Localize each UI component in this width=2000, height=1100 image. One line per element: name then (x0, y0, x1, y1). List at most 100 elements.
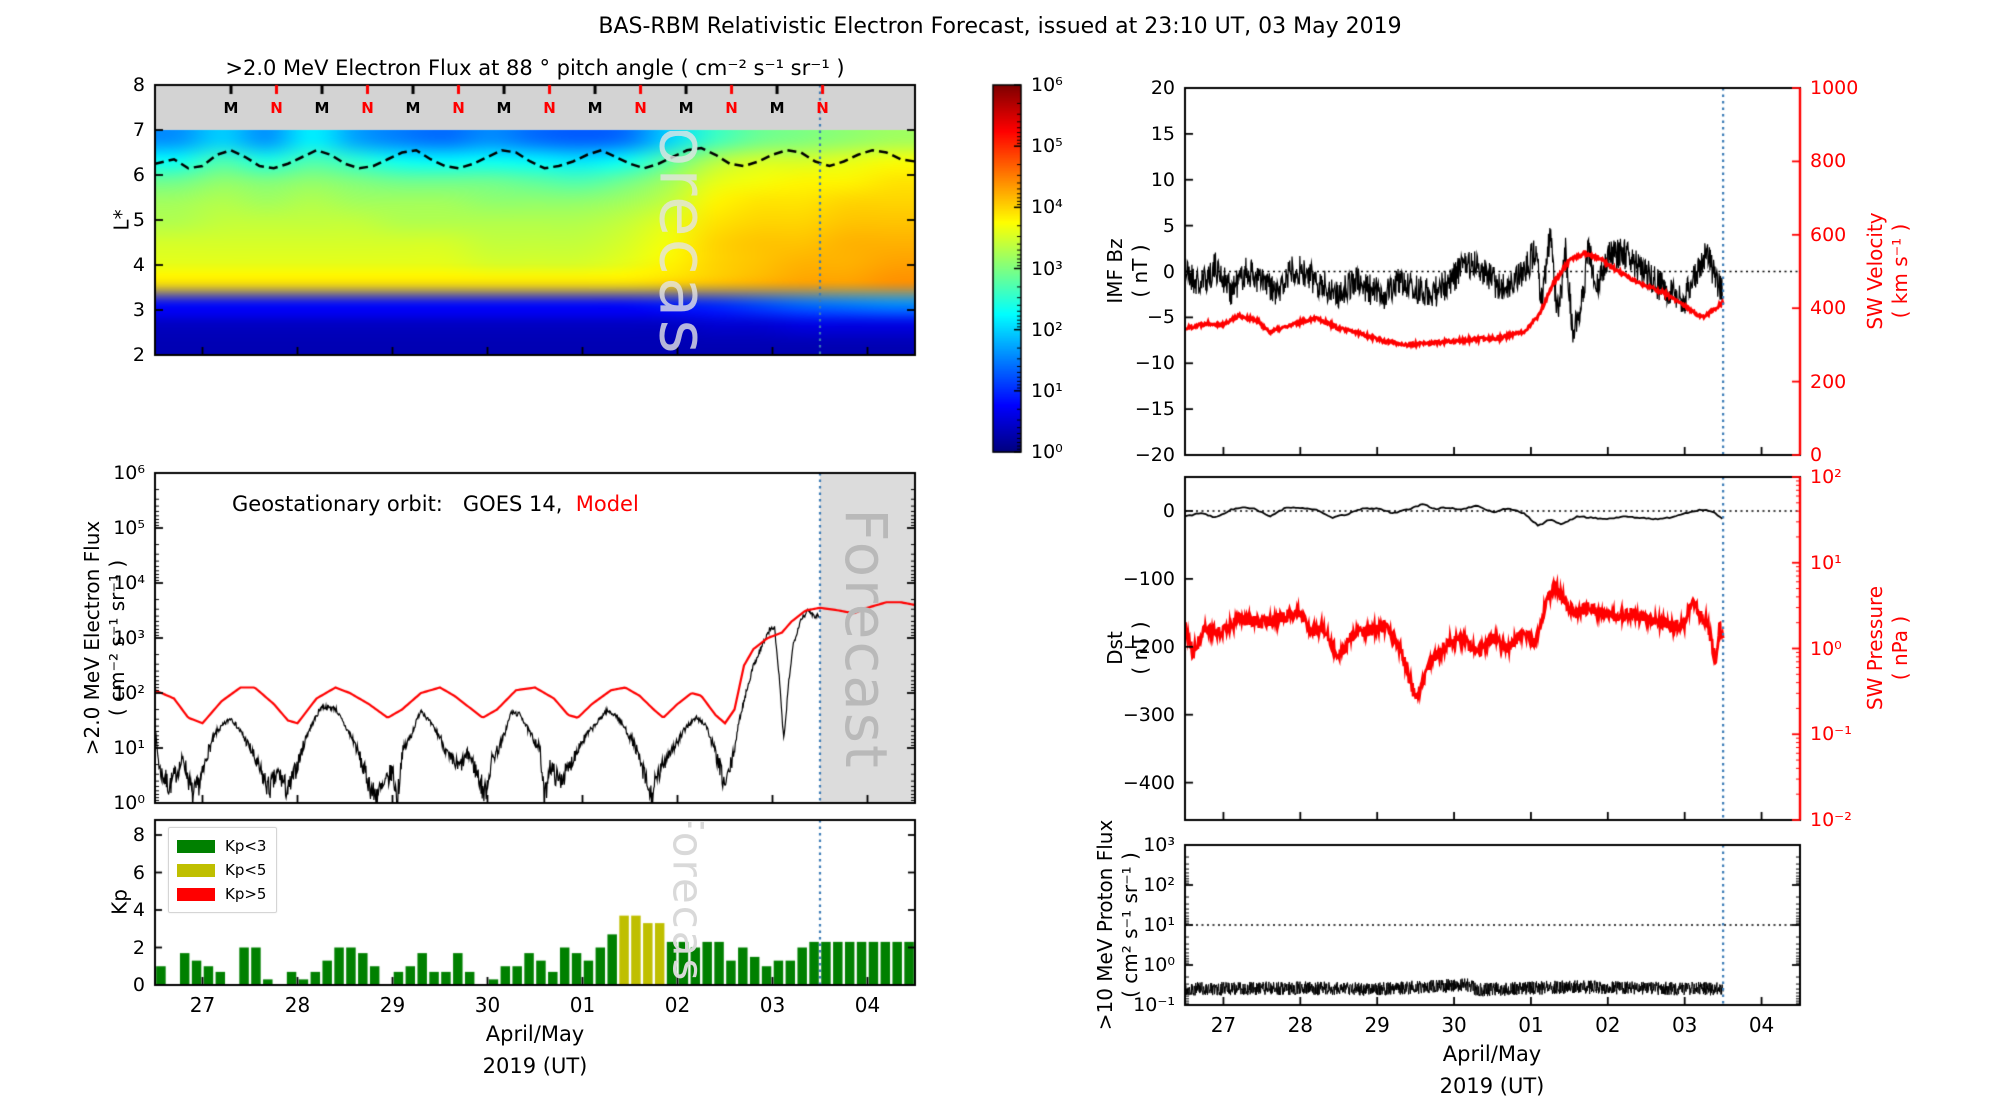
kp-legend: Kp<3 Kp<5 Kp>5 (168, 827, 278, 913)
left-day-tick-label: 28 (284, 993, 311, 1017)
colorbar-tick-label: 10⁵ (1031, 135, 1063, 158)
right-y-tick-label: 10⁻² (1810, 809, 1852, 831)
imf-bz-y-axis-label: IMF Bz( nT ) (1103, 238, 1152, 304)
mn-marker-label: N (361, 99, 374, 117)
left-y-tick-label: −300 (1122, 703, 1175, 726)
page-title: BAS-RBM Relativistic Electron Forecast, … (598, 14, 1402, 39)
left-y-tick-label: 0 (1162, 260, 1175, 283)
colorbar-tick-label: 10⁶ (1031, 74, 1063, 96)
flux-legend: Geostationary orbit: GOES 14, Model (232, 492, 639, 516)
flux-legend-prefix: Geostationary orbit: (232, 492, 443, 516)
flux-y-tick-label: 10⁰ (113, 792, 145, 814)
flux-y-tick-label: 10² (113, 682, 145, 704)
mn-marker-label: N (634, 99, 647, 117)
colorbar-tick-label: 10⁰ (1031, 441, 1063, 463)
right-day-tick-label: 27 (1210, 1013, 1237, 1037)
kp-y-tick-label: 8 (132, 824, 145, 846)
left-day-tick-label: 04 (854, 993, 881, 1017)
right-y-tick-label: 200 (1810, 370, 1847, 393)
flux-legend-model: Model (575, 492, 639, 516)
right-y-tick-label: 1000 (1810, 77, 1859, 99)
colorbar-tick-label: 10¹ (1031, 379, 1063, 402)
mn-marker-label: M (678, 99, 694, 117)
right-y-tick-label: 10² (1810, 466, 1842, 488)
mn-marker-label: N (543, 99, 556, 117)
kp-y-tick-label: 0 (132, 974, 145, 996)
left-y-tick-label: −100 (1122, 567, 1175, 590)
heatmap-y-tick-label: 6 (132, 164, 145, 186)
mn-marker-label: N (270, 99, 283, 117)
left-x-axis-label-year: 2019 (UT) (482, 1054, 588, 1078)
right-x-axis-label-year: 2019 (UT) (1439, 1074, 1545, 1098)
mn-marker-label: M (223, 99, 239, 117)
kp-y-tick-label: 2 (132, 936, 145, 959)
left-day-tick-label: 01 (569, 993, 596, 1017)
flux-y-tick-label: 10⁴ (113, 572, 145, 594)
mn-marker-label: N (452, 99, 465, 117)
left-y-tick-label: −15 (1134, 398, 1175, 421)
kp-legend-item-high: Kp>5 (177, 882, 266, 906)
left-x-axis-label-month: April/May (485, 1022, 585, 1046)
left-y-tick-label: −20 (1134, 444, 1175, 466)
flux-y-tick-label: 10¹ (113, 737, 145, 759)
sw-velocity-y-axis-label: SW Velocity( km s⁻¹ ) (1863, 212, 1912, 330)
proton-y-tick-label: 10¹ (1143, 914, 1175, 936)
right-day-tick-label: 29 (1364, 1013, 1390, 1037)
left-y-tick-label: 15 (1150, 122, 1175, 145)
kp-y-axis-label: Kp (107, 889, 132, 915)
kp-y-tick-label: 4 (132, 899, 145, 921)
mn-marker-label: M (405, 99, 421, 117)
right-y-tick-label: 0 (1810, 444, 1823, 466)
right-day-tick-label: 28 (1287, 1013, 1314, 1037)
right-y-tick-label: 10¹ (1810, 551, 1842, 574)
heatmap-y-tick-label: 8 (132, 74, 145, 96)
right-day-tick-label: 02 (1595, 1013, 1621, 1037)
left-y-tick-label: 5 (1162, 214, 1175, 237)
right-y-tick-label: 10⁻¹ (1810, 723, 1852, 746)
left-y-tick-label: −200 (1122, 635, 1175, 658)
heatmap-y-tick-label: 3 (132, 299, 145, 321)
right-y-tick-label: 400 (1810, 297, 1847, 320)
heatmap-y-axis-label: L* (109, 209, 134, 231)
proton-y-tick-label: 10³ (1143, 834, 1175, 856)
proton-y-tick-label: 10² (1143, 874, 1175, 896)
left-day-tick-label: 29 (379, 993, 406, 1017)
heatmap-y-tick-label: 4 (132, 254, 145, 276)
left-y-tick-label: −5 (1146, 306, 1175, 329)
flux-y-tick-label: 10³ (113, 627, 145, 649)
heatmap-y-tick-label: 7 (132, 119, 145, 141)
colorbar-tick-label: 10² (1031, 318, 1063, 341)
flux-legend-goes: GOES 14, (462, 492, 563, 516)
left-day-tick-label: 27 (189, 993, 216, 1017)
right-x-axis-label-month: April/May (1442, 1042, 1542, 1066)
proton-y-tick-label: 10⁰ (1143, 954, 1175, 976)
colorbar-tick-label: 10³ (1031, 257, 1063, 280)
left-day-tick-label: 03 (759, 993, 786, 1017)
sw-pressure-y-axis-label: SW Pressure( nPa ) (1863, 585, 1912, 711)
left-day-tick-label: 02 (664, 993, 691, 1017)
right-day-tick-label: 30 (1441, 1013, 1467, 1037)
right-day-tick-label: 03 (1671, 1013, 1698, 1037)
left-y-tick-label: 10 (1150, 168, 1175, 191)
mn-marker-label: M (769, 99, 785, 117)
right-y-tick-label: 800 (1810, 150, 1847, 173)
left-y-tick-label: −400 (1122, 771, 1175, 794)
right-y-tick-label: 600 (1810, 223, 1847, 246)
right-day-tick-label: 01 (1518, 1013, 1544, 1037)
kp-red-swatch (177, 887, 215, 901)
kp-legend-item-low: Kp<3 (177, 834, 266, 858)
left-y-tick-label: 0 (1162, 499, 1175, 522)
mn-marker-label: N (816, 99, 829, 117)
mn-marker-label: N (725, 99, 738, 117)
kp-yellow-swatch (177, 863, 215, 877)
kp-legend-item-mid: Kp<5 (177, 858, 266, 882)
mn-marker-label: M (587, 99, 603, 117)
kp-y-tick-label: 6 (132, 861, 145, 884)
flux-y-tick-label: 10⁵ (113, 517, 145, 539)
left-day-tick-label: 30 (474, 993, 501, 1017)
left-y-tick-label: −10 (1134, 352, 1175, 375)
heatmap-y-tick-label: 5 (132, 209, 145, 231)
heatmap-title: >2.0 MeV Electron Flux at 88 ° pitch ang… (225, 56, 845, 80)
